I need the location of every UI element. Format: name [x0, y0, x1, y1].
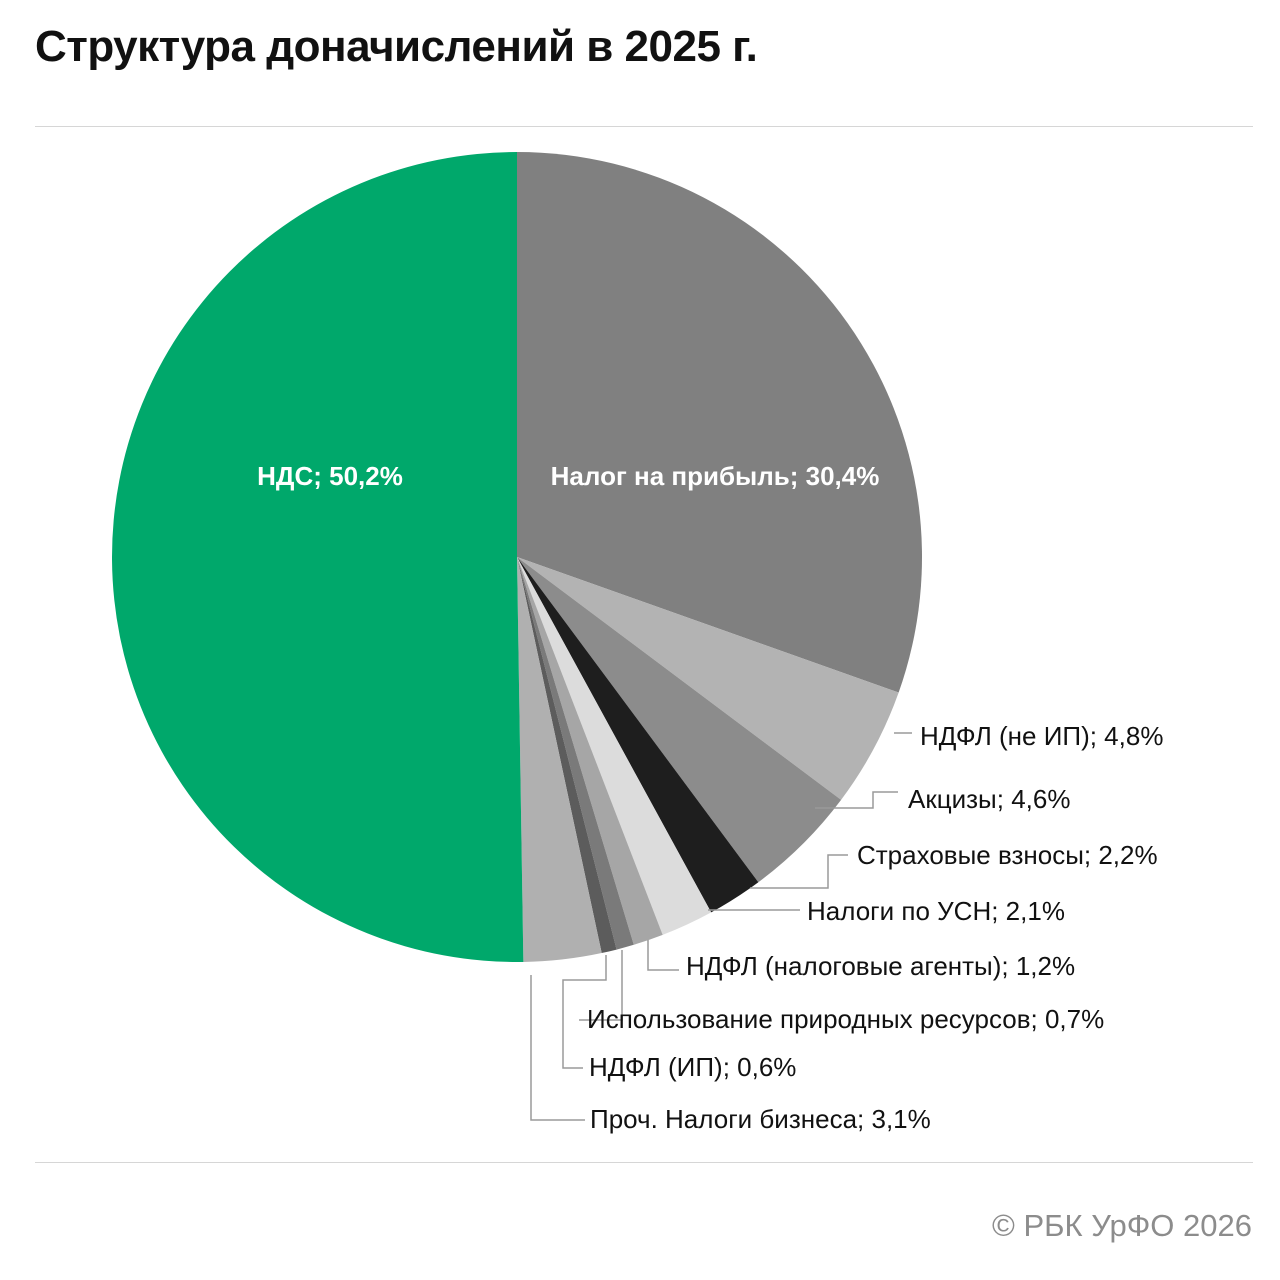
pie-slice-1: [517, 557, 899, 800]
slice-label-1: НДФЛ (не ИП); 4,8%: [920, 721, 1163, 751]
chart-title: Структура доначислений в 2025 г.: [35, 22, 758, 71]
slice-label-6: Использование природных ресурсов; 0,7%: [587, 1004, 1104, 1034]
pie-slice-0: [517, 152, 923, 693]
pie-slice-6: [517, 557, 634, 950]
copyright-text: © РБК УрФО 2026: [992, 1208, 1252, 1243]
pie-slice-3: [517, 557, 759, 913]
leader-line-7: [562, 955, 607, 1069]
pie-slice-9: [112, 152, 524, 962]
leader-line-6: [579, 950, 623, 1021]
slice-label-4: Налоги по УСН; 2,1%: [807, 896, 1065, 926]
pie-slice-2: [517, 557, 842, 883]
pie-slice-8: [517, 557, 602, 962]
pie-slice-5: [517, 557, 663, 945]
pie-slice-4: [517, 557, 712, 935]
leader-line-5: [647, 940, 679, 971]
leader-line-8: [530, 975, 585, 1121]
slice-label-3: Страховые взносы; 2,2%: [857, 840, 1158, 870]
pie-slice-7: [517, 557, 617, 954]
leader-line-2: [815, 791, 898, 809]
slice-label-8: Проч. Налоги бизнеса; 3,1%: [590, 1104, 931, 1134]
slice-label-7: НДФЛ (ИП); 0,6%: [589, 1052, 796, 1082]
leader-line-3: [750, 854, 848, 889]
top-divider: [35, 126, 1253, 127]
slice-label-2: Акцизы; 4,6%: [908, 784, 1070, 814]
slice-label-9: НДС; 50,2%: [257, 461, 403, 491]
slice-label-0: Налог на прибыль; 30,4%: [551, 461, 880, 491]
slice-label-5: НДФЛ (налоговые агенты); 1,2%: [686, 951, 1075, 981]
bottom-divider: [35, 1162, 1253, 1163]
